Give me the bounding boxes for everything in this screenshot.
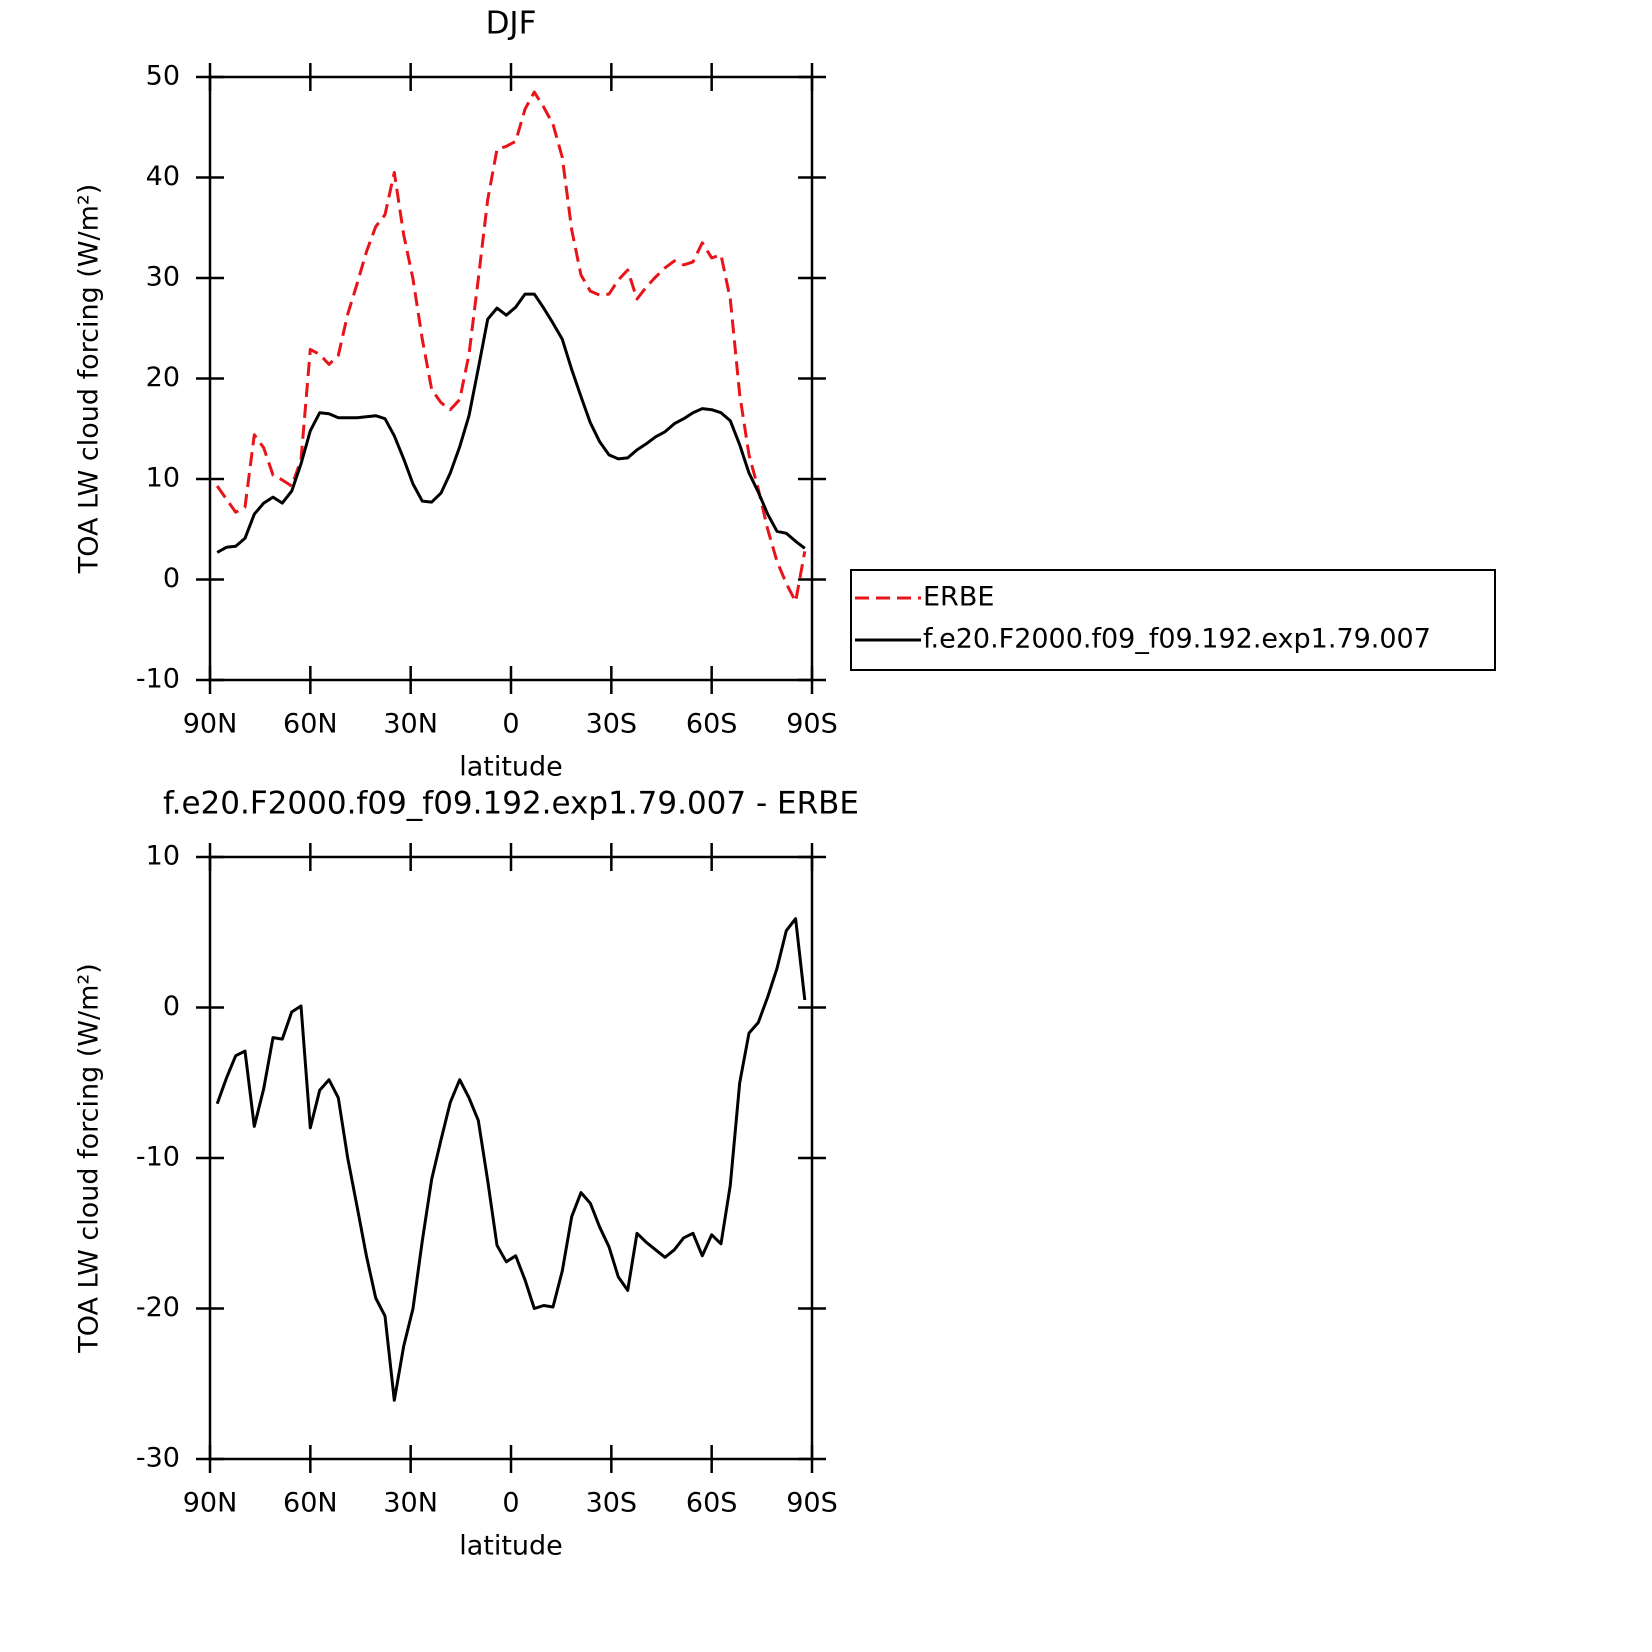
plot-frame	[208, 855, 814, 1461]
x-tick-label: 90N	[183, 1488, 238, 1519]
y-axis-label: TOA LW cloud forcing (W/m²)	[74, 963, 105, 1354]
x-tick-label: 90N	[183, 709, 238, 740]
y-tick-label: 50	[146, 61, 180, 92]
chart-title: DJF	[486, 6, 537, 42]
y-tick-label: -10	[136, 1142, 180, 1173]
line-series	[215, 917, 807, 1402]
plot-frame	[208, 75, 814, 682]
x-axis-label: latitude	[459, 1531, 563, 1562]
y-tick-label: 20	[146, 362, 180, 393]
x-tick-label: 30S	[586, 1488, 638, 1519]
x-tick-label: 90S	[786, 1488, 838, 1519]
legend-label: ERBE	[923, 582, 994, 613]
y-tick-label: 0	[163, 991, 180, 1022]
y-tick-label: 10	[146, 463, 180, 494]
chart-title: f.e20.F2000.f09_f09.192.exp1.79.007 - ER…	[163, 786, 859, 822]
x-tick-label: 0	[502, 1488, 519, 1519]
legend-box	[850, 569, 1496, 671]
y-tick-label: -10	[136, 664, 180, 695]
y-axis-label: TOA LW cloud forcing (W/m²)	[74, 184, 105, 575]
y-tick-label: -20	[136, 1292, 180, 1323]
x-tick-label: 60N	[283, 1488, 338, 1519]
x-tick-label: 60S	[686, 1488, 738, 1519]
y-tick-label: 30	[146, 262, 180, 293]
x-tick-label: 60N	[283, 709, 338, 740]
x-tick-label: 60S	[686, 709, 738, 740]
x-tick-label: 90S	[786, 709, 838, 740]
y-tick-label: 40	[146, 161, 180, 192]
x-tick-label: 30N	[383, 709, 438, 740]
x-tick-label: 0	[502, 709, 519, 740]
legend-label: f.e20.F2000.f09_f09.192.exp1.79.007	[923, 624, 1431, 655]
x-axis-label: latitude	[459, 752, 563, 783]
y-tick-label: 0	[163, 563, 180, 594]
x-tick-label: 30N	[383, 1488, 438, 1519]
y-tick-label: -30	[136, 1443, 180, 1474]
x-tick-label: 30S	[586, 709, 638, 740]
y-tick-label: 10	[146, 841, 180, 872]
line-series	[216, 292, 806, 554]
line-series	[215, 90, 807, 604]
